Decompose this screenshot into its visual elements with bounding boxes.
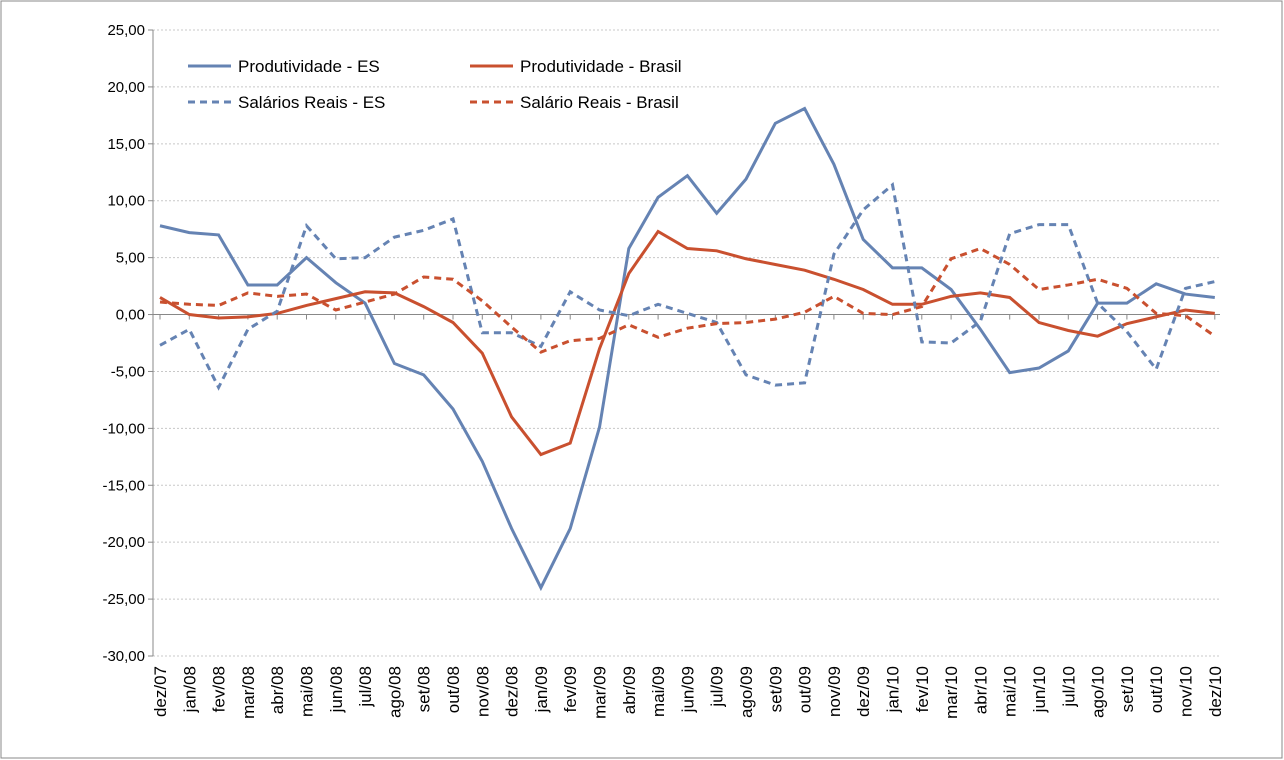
x-tick-label: dez/08	[503, 666, 522, 717]
y-tick-label: -10,00	[102, 420, 145, 437]
x-tick-label: set/10	[1118, 666, 1137, 712]
x-tick-label: jan/10	[884, 666, 903, 713]
x-tick-label: ago/09	[737, 666, 756, 718]
x-tick-label: fev/10	[913, 666, 932, 712]
y-tick-label: 5,00	[116, 250, 145, 267]
x-tick-label: set/08	[415, 666, 434, 712]
x-tick-label: mar/10	[942, 666, 961, 719]
y-tick-label: -15,00	[102, 477, 145, 494]
x-tick-label: nov/10	[1177, 666, 1196, 717]
x-tick-label: mar/08	[239, 666, 258, 719]
x-tick-label: out/10	[1147, 666, 1166, 713]
series-line	[159, 106, 1215, 592]
x-tick-label: jul/09	[708, 666, 727, 708]
series-line	[159, 181, 1216, 391]
x-tick-label: abr/08	[268, 666, 287, 714]
x-tick-label: fev/08	[210, 666, 229, 712]
x-tick-label: ago/10	[1089, 666, 1108, 718]
x-tick-label: mar/09	[591, 666, 610, 719]
x-tick-label: mai/08	[298, 666, 317, 717]
y-tick-label: -20,00	[102, 534, 145, 551]
x-tick-label: jul/08	[356, 666, 375, 708]
y-tick-label: 15,00	[107, 136, 145, 153]
x-tick-label: abr/10	[971, 666, 990, 714]
x-tick-label: jan/08	[180, 666, 199, 713]
y-tick-label: 20,00	[107, 79, 145, 96]
x-tick-label: jun/08	[327, 666, 346, 713]
x-tick-label: abr/09	[620, 666, 639, 714]
series-line	[159, 246, 1216, 354]
x-tick-label: dez/10	[1206, 666, 1225, 717]
y-tick-label: -25,00	[102, 591, 145, 608]
x-tick-label: jan/09	[532, 666, 551, 713]
y-tick-label: 10,00	[107, 193, 145, 210]
x-tick-label: ago/08	[385, 666, 404, 718]
y-tick-label: 25,00	[107, 22, 145, 39]
x-tick-label: jun/10	[1030, 666, 1049, 713]
legend-label: Salário Reais - Brasil	[520, 93, 679, 112]
x-tick-label: fev/09	[561, 666, 580, 712]
legend-label: Produtividade - ES	[238, 57, 380, 76]
legend-label: Salários Reais - ES	[238, 93, 385, 112]
x-tick-label: jun/09	[678, 666, 697, 713]
x-tick-label: out/09	[796, 666, 815, 713]
x-tick-label: dez/07	[151, 666, 170, 717]
legend-label: Produtividade - Brasil	[520, 57, 682, 76]
x-tick-label: mai/09	[649, 666, 668, 717]
x-tick-label: mai/10	[1001, 666, 1020, 717]
series-line	[159, 229, 1215, 457]
y-tick-label: -30,00	[102, 648, 145, 665]
y-tick-label: 0,00	[116, 307, 145, 324]
x-tick-label: nov/08	[473, 666, 492, 717]
x-tick-label: set/09	[766, 666, 785, 712]
x-tick-label: nov/09	[825, 666, 844, 717]
x-tick-label: dez/09	[854, 666, 873, 717]
x-tick-label: out/08	[444, 666, 463, 713]
y-tick-label: -5,00	[111, 363, 145, 380]
x-tick-label: jul/10	[1059, 666, 1078, 708]
